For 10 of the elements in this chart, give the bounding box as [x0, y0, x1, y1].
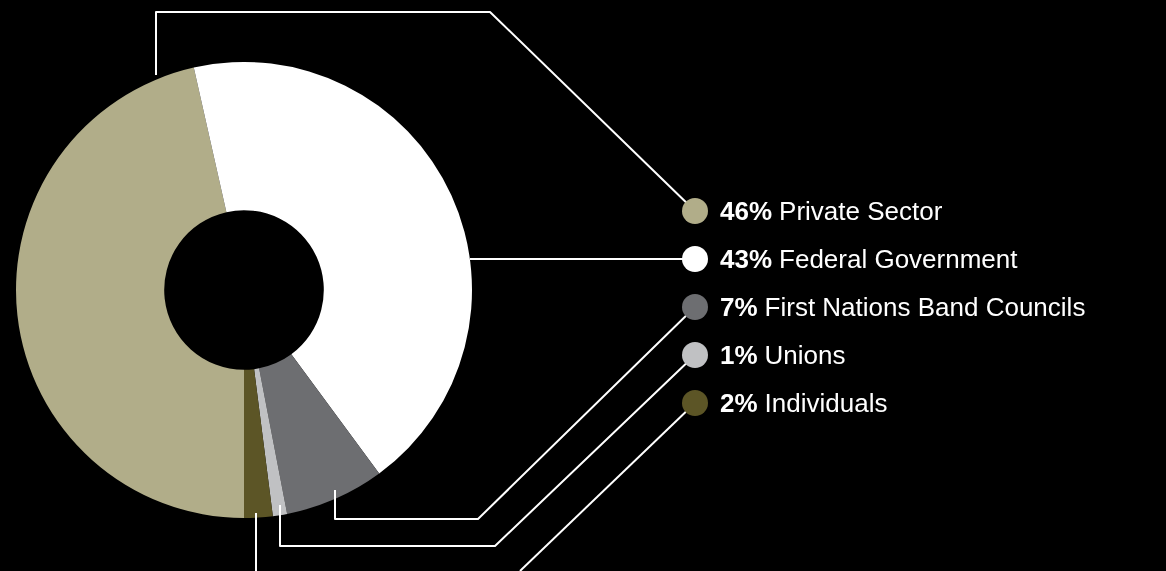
data-label: 46%: [720, 195, 773, 227]
slice-label: Private Sector: [779, 195, 943, 227]
legend-label: Unions: [764, 339, 846, 371]
data-label: 43%: [720, 243, 773, 275]
data-label: 7%: [720, 291, 758, 323]
legend-label: First Nations Band Councils: [764, 291, 1086, 323]
legend-label: Individuals: [764, 387, 888, 419]
slice-label: Federal Government: [779, 243, 1018, 275]
data-label: 2%: [720, 387, 758, 419]
data-label: 1%: [720, 339, 758, 371]
